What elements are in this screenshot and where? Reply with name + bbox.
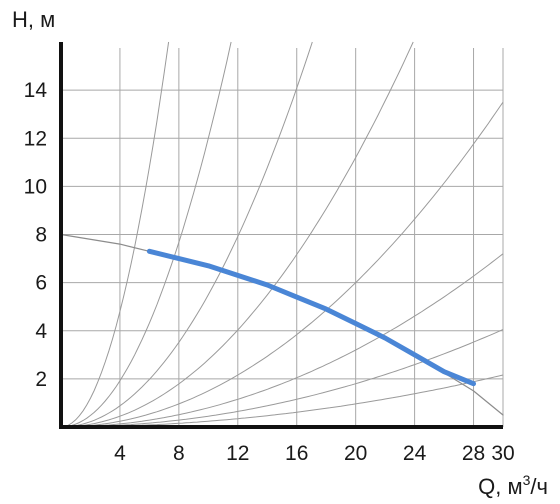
system-curve-7 [61, 329, 504, 428]
system-curve-4 [61, 41, 414, 428]
series-lines [60, 233, 504, 416]
system-curve-5 [61, 101, 504, 428]
x-tick-label-12: 12 [226, 442, 249, 465]
x-axis-label-tail: /ч [530, 474, 548, 499]
x-axis-label-superscript: 3 [523, 472, 531, 488]
axes [59, 42, 503, 429]
x-tick-label-24: 24 [403, 442, 427, 465]
x-tick-label-16: 16 [285, 442, 308, 465]
y-axis-label: H, м [12, 7, 55, 32]
x-tick-label-4: 4 [114, 442, 126, 465]
x-axis-label-main: Q, м [478, 474, 522, 499]
y-tick-label-4: 4 [35, 320, 47, 343]
system-curves [60, 41, 504, 428]
pump-performance-curve [146, 248, 476, 387]
system-curve-1 [60, 41, 170, 428]
system-curve-3 [60, 41, 313, 428]
y-tick-label-10: 10 [24, 175, 47, 198]
y-tick-label-14: 14 [24, 79, 48, 102]
x-tick-label-8: 8 [173, 442, 185, 465]
x-tick-label-30: 30 [491, 442, 514, 465]
grid [61, 48, 504, 427]
system-curve-2 [60, 41, 232, 428]
reference-curve [60, 233, 504, 416]
y-tick-label-8: 8 [35, 224, 47, 247]
x-tick-label-28: 28 [462, 442, 485, 465]
y-tick-label-2: 2 [35, 368, 47, 391]
x-axis-label: Q, м3/ч [478, 472, 548, 499]
x-tick-label-20: 20 [344, 442, 367, 465]
y-tick-label-6: 6 [35, 272, 47, 295]
system-curve-6 [61, 253, 504, 428]
y-tick-label-12: 12 [24, 127, 47, 150]
